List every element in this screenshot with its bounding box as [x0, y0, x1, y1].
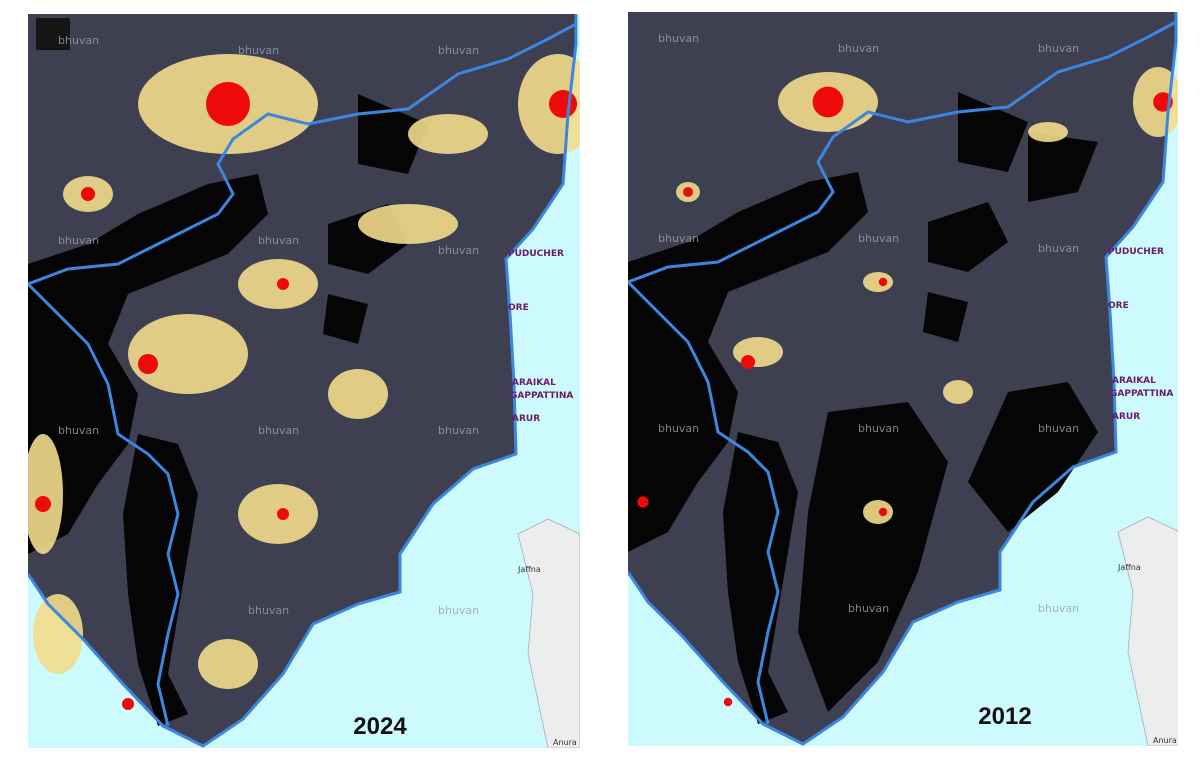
lit-area [358, 204, 458, 244]
dark-area [1028, 132, 1098, 202]
watermark: bhuvan [58, 234, 99, 247]
city-core [549, 90, 577, 118]
place-label: Anura [1153, 736, 1177, 745]
watermark: bhuvan [238, 44, 279, 57]
map-panel-clip: bhuvan bhuvan bhuvan bhuvan bhuvan bhuvan bhuv… [628, 12, 1178, 746]
watermark: bhuvan [858, 232, 899, 245]
city-core [878, 507, 888, 517]
lit-area [943, 380, 973, 404]
state-border [28, 22, 577, 286]
coastline [628, 12, 1178, 746]
lit-area [198, 639, 258, 689]
place-label: ARAIKAL [1112, 376, 1156, 386]
watermark: bhuvan [658, 232, 699, 245]
state-border [628, 20, 1177, 284]
city-core [138, 354, 158, 374]
city-core [723, 697, 733, 707]
lit-area [863, 500, 893, 524]
city-core [206, 82, 250, 126]
dark-area [358, 94, 428, 174]
watermark: bhuvan [838, 42, 879, 55]
place-label: PUDUCHER [508, 249, 564, 259]
place-label: ORE [1108, 301, 1129, 311]
dark-area [28, 174, 268, 554]
lit-area [863, 272, 893, 292]
watermark: bhuvan [258, 424, 299, 437]
dark-area [798, 402, 948, 712]
map-panel: bhuvan bhuvan bhuvan bhuvan bhuvan bhuvan bhuv… [28, 14, 580, 748]
dark-area [723, 432, 798, 724]
dark-area [923, 292, 968, 342]
city-core [81, 187, 95, 201]
city-core [741, 355, 755, 369]
place-label: Anura [553, 738, 577, 747]
dark-area [323, 294, 368, 344]
city-core [812, 86, 844, 118]
watermark: bhuvan [438, 244, 479, 257]
watermark: bhuvan [438, 44, 479, 57]
lit-area [28, 434, 63, 554]
city-core [277, 508, 289, 520]
dark-area [628, 172, 868, 552]
place-label: GAPPATTINA [510, 391, 573, 401]
state-border [628, 280, 780, 725]
year-label: 2024 [353, 713, 407, 740]
city-core [683, 187, 693, 197]
watermark: bhuvan [1038, 242, 1079, 255]
lit-area [128, 314, 248, 394]
lit-area [733, 337, 783, 367]
watermark: bhuvan [1038, 602, 1079, 615]
watermark: bhuvan [258, 234, 299, 247]
lit-area [1028, 122, 1068, 142]
city-core [637, 496, 649, 508]
place-label: ARAIKAL [512, 378, 556, 388]
dark-area [958, 92, 1028, 172]
watermark: bhuvan [1038, 42, 1079, 55]
map-panel: bhuvan bhuvan bhuvan bhuvan bhuvan bhuvan bhuv… [628, 12, 1178, 746]
state-border [28, 282, 180, 727]
watermark: bhuvan [438, 424, 479, 437]
place-label: ARUR [1112, 412, 1140, 422]
city-core [122, 698, 134, 710]
watermark: bhuvan [58, 34, 99, 47]
city-core [35, 496, 51, 512]
watermark: bhuvan [658, 32, 699, 45]
place-label: Jaffna [1117, 563, 1141, 572]
sri-lanka [1117, 516, 1178, 746]
watermark: bhuvan [858, 422, 899, 435]
year-label: 2012 [978, 703, 1031, 730]
place-label: ORE [508, 303, 529, 313]
sri-lanka [517, 518, 580, 748]
watermark: bhuvan [248, 604, 289, 617]
dark-area [928, 202, 1008, 272]
place-label: Jaffna [517, 565, 541, 574]
map-panel-clip: bhuvan bhuvan bhuvan bhuvan bhuvan bhuvan bhuv… [28, 14, 580, 748]
coastline [28, 14, 578, 748]
place-label: GAPPATTINA [1110, 389, 1173, 399]
place-label: ARUR [512, 414, 540, 424]
city-core [878, 277, 888, 287]
dark-area [968, 382, 1098, 532]
watermark: bhuvan [438, 604, 479, 617]
lit-area [408, 114, 488, 154]
watermark: bhuvan [848, 602, 889, 615]
place-label: PUDUCHER [1108, 247, 1164, 257]
lit-area [328, 369, 388, 419]
corner-box [36, 18, 70, 50]
watermark: bhuvan [658, 422, 699, 435]
watermark: bhuvan [1038, 422, 1079, 435]
dark-area [123, 434, 198, 726]
lit-area [33, 594, 83, 674]
watermark: bhuvan [58, 424, 99, 437]
city-core [277, 278, 289, 290]
